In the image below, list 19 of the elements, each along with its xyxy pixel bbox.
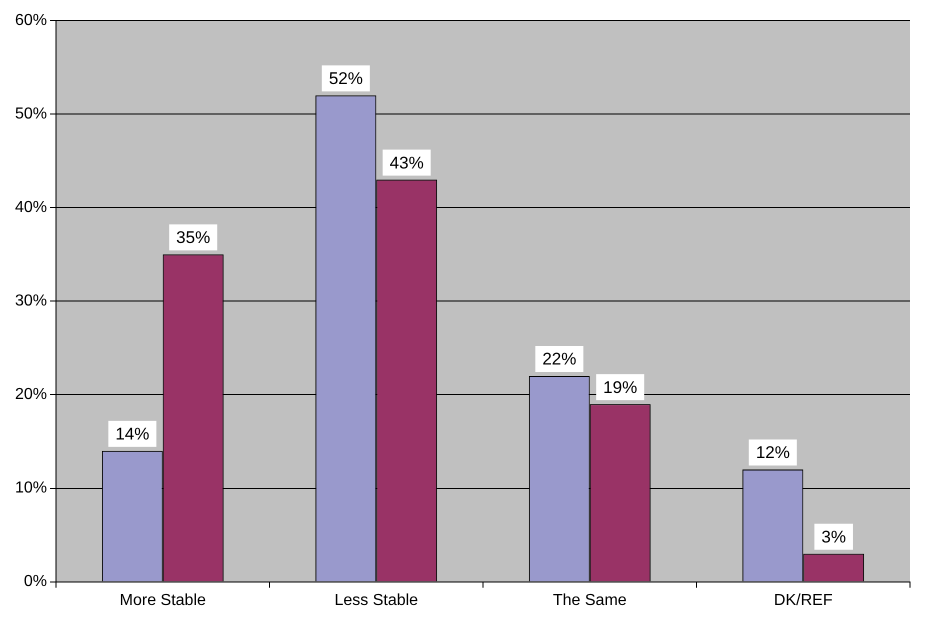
- y-tick-label: 30%: [14, 292, 48, 310]
- x-tick-label: The Same: [552, 592, 627, 609]
- data-label: 19%: [603, 378, 638, 397]
- x-tick-label: Less Stable: [334, 592, 418, 609]
- data-label: 35%: [176, 228, 210, 248]
- y-tick-label: 10%: [14, 480, 48, 497]
- y-tick-label: 60%: [14, 12, 48, 30]
- data-label: 14%: [115, 424, 150, 444]
- y-tick-label: 50%: [14, 106, 48, 123]
- data-label: 43%: [390, 153, 424, 172]
- data-label: 12%: [756, 443, 790, 462]
- y-tick-label: 0%: [24, 573, 48, 590]
- data-label: 52%: [328, 69, 363, 88]
- y-tick-label: 40%: [14, 199, 48, 216]
- x-tick-label: More Stable: [120, 592, 206, 609]
- data-label: 22%: [542, 350, 576, 369]
- x-tick-label: DK/REF: [774, 592, 833, 609]
- data-label: 3%: [821, 527, 846, 546]
- y-tick-label: 20%: [14, 386, 48, 404]
